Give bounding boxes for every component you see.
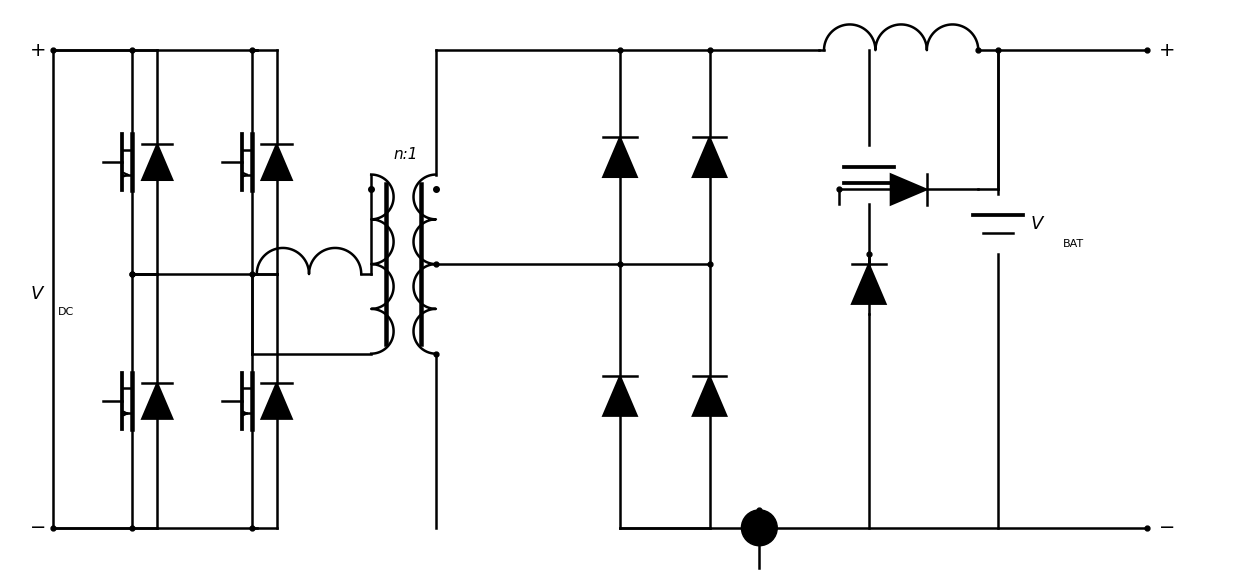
Circle shape <box>742 510 777 546</box>
Text: +: + <box>1159 41 1176 60</box>
Polygon shape <box>603 137 637 177</box>
Polygon shape <box>890 174 926 205</box>
Text: DC: DC <box>58 307 74 317</box>
Polygon shape <box>143 383 172 419</box>
Text: −: − <box>1159 518 1176 537</box>
Text: −: − <box>30 518 46 537</box>
Text: BAT: BAT <box>1063 239 1084 249</box>
Polygon shape <box>693 376 727 416</box>
Polygon shape <box>143 144 172 180</box>
Polygon shape <box>262 144 291 180</box>
Text: +: + <box>30 41 46 60</box>
Text: $V$: $V$ <box>1030 215 1045 233</box>
Text: n:1: n:1 <box>394 147 418 162</box>
Polygon shape <box>693 137 727 177</box>
Polygon shape <box>262 383 291 419</box>
Polygon shape <box>603 376 637 416</box>
Polygon shape <box>852 264 885 304</box>
Text: $V$: $V$ <box>30 285 46 303</box>
